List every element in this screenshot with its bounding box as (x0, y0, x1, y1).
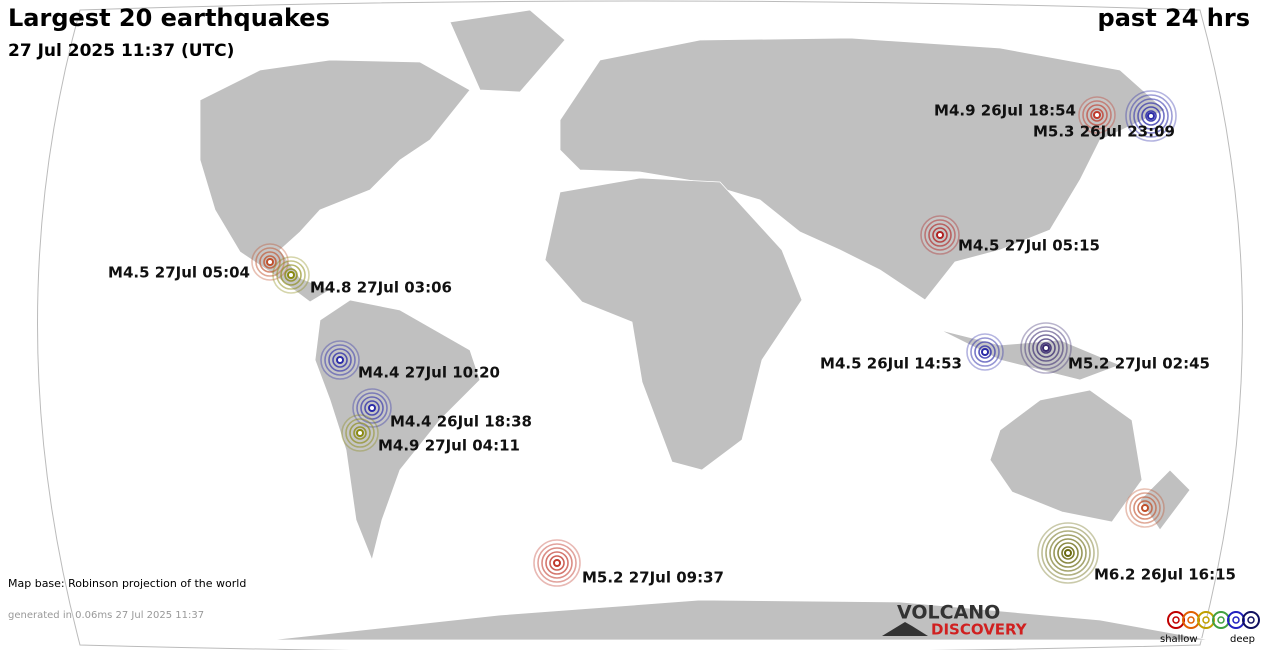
quake-ring (360, 396, 384, 420)
quake-label: M5.2 27Jul 09:37 (582, 569, 724, 587)
quake-label: M4.4 26Jul 18:38 (390, 413, 532, 431)
quake-ring (545, 551, 569, 575)
quake-center (1141, 504, 1149, 512)
title: Largest 20 earthquakes (8, 4, 330, 32)
quake-label: M6.2 26Jul 16:15 (1094, 566, 1236, 584)
quake-center (266, 258, 274, 266)
quake-label: M4.9 27Jul 04:11 (378, 437, 520, 455)
quake-ring (356, 392, 388, 424)
quake-ring (1133, 98, 1169, 134)
quake-ring (1137, 500, 1153, 516)
quake-center (287, 271, 295, 279)
logo-line1: VOLCANO (897, 602, 1000, 624)
quake-center (553, 559, 561, 567)
legend-ring (1242, 611, 1260, 629)
quake-ring (924, 219, 956, 251)
quake-ring (1082, 100, 1112, 130)
quake-ring (332, 352, 348, 368)
quake-ring (1053, 538, 1083, 568)
quake-ring (970, 337, 1000, 367)
legend-deep: deep (1230, 634, 1255, 645)
quake-label: M4.9 26Jul 18:54 (934, 102, 1076, 120)
quake-ring (541, 547, 573, 579)
quake-ring (1057, 542, 1079, 564)
quake-ring (263, 255, 277, 269)
quake-ring (259, 251, 281, 273)
quake-ring (974, 341, 996, 363)
quake-center (1064, 549, 1072, 557)
quake-ring (364, 400, 380, 416)
quake-ring (280, 264, 302, 286)
quake-center (1042, 344, 1050, 352)
quake-ring (276, 260, 306, 290)
quake-label: M4.8 27Jul 03:06 (310, 279, 452, 297)
subtitle: 27 Jul 2025 11:37 (UTC) (8, 41, 234, 61)
quake-center (368, 404, 376, 412)
quake-ring (1045, 530, 1091, 576)
quake-ring (1061, 546, 1075, 560)
quake-label: M4.5 27Jul 05:15 (958, 237, 1100, 255)
quake-ring (1028, 330, 1064, 366)
quake-ring (1086, 104, 1108, 126)
quake-center (936, 231, 944, 239)
quake-ring (1024, 326, 1068, 370)
quake-center (1147, 112, 1155, 120)
quake-ring (1141, 106, 1161, 126)
quake-ring (1145, 110, 1157, 122)
quake-label: M4.5 27Jul 05:04 (108, 264, 250, 282)
map-base: Map base: Robinson projection of the wor… (8, 577, 246, 590)
quake-ring (1040, 342, 1052, 354)
logo-line2: DISCOVERY (931, 621, 1028, 639)
quake-ring (1041, 526, 1095, 580)
quake-ring (1036, 338, 1056, 358)
legend-dot (1172, 616, 1180, 624)
quake-label: M4.4 27Jul 10:20 (358, 364, 500, 382)
quake-ring (1049, 534, 1087, 572)
quake-ring (1129, 492, 1161, 524)
quake-center (1093, 111, 1101, 119)
legend-dot (1202, 616, 1210, 624)
quake-ring (1129, 94, 1173, 138)
quake-ring (349, 422, 371, 444)
period: past 24 hrs (1098, 4, 1250, 32)
quake-ring (345, 418, 375, 448)
land (199, 9, 1211, 641)
quake-ring (284, 268, 298, 282)
quake-center (981, 348, 989, 356)
quake-ring (928, 223, 952, 247)
generated: generated in 0.06ms 27 Jul 2025 11:37 (8, 610, 204, 621)
quake-ring (1032, 334, 1060, 362)
quake-ring (353, 426, 367, 440)
quake-label: M5.2 27Jul 02:45 (1068, 355, 1210, 373)
legend-dot (1217, 616, 1225, 624)
legend-shallow: shallow (1160, 634, 1198, 645)
logo-icon (882, 622, 928, 636)
quake-ring (978, 345, 992, 359)
quake-center (356, 429, 364, 437)
quake-ring (932, 227, 948, 243)
quake-ring (255, 247, 285, 277)
legend-dot (1247, 616, 1255, 624)
quake-ring (1090, 108, 1104, 122)
quake-ring (1133, 496, 1157, 520)
quake-label: M4.5 26Jul 14:53 (820, 355, 962, 373)
quake-ring (328, 348, 352, 372)
quake-ring (549, 555, 565, 571)
legend-dot (1187, 616, 1195, 624)
legend-dot (1232, 616, 1240, 624)
quake-center (336, 356, 344, 364)
quake-label: M5.3 26Jul 23:09 (1033, 123, 1175, 141)
quake-ring (1137, 102, 1165, 130)
quake-ring (537, 543, 577, 583)
quake-ring (324, 344, 356, 376)
